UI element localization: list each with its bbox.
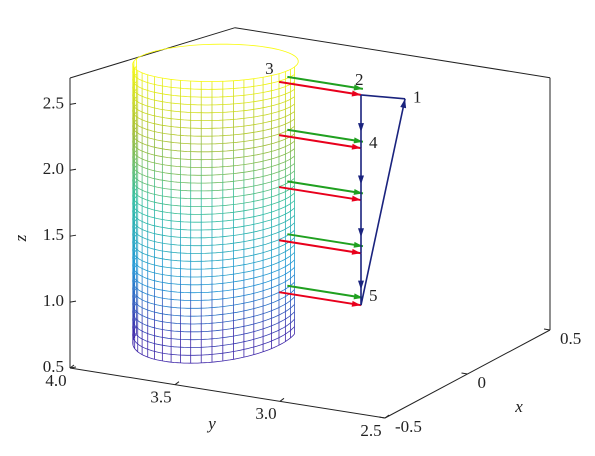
z-tick	[69, 234, 77, 237]
path-arrowhead	[358, 123, 364, 133]
cylinder-ring	[132, 43, 299, 82]
vector-head	[353, 84, 363, 91]
vector	[278, 239, 362, 255]
vector-head	[351, 248, 361, 255]
z-tick	[69, 300, 77, 303]
vector	[278, 186, 362, 202]
z-tick-label: 0.5	[43, 357, 64, 376]
y-tick	[69, 364, 75, 369]
vector	[278, 80, 362, 96]
box-edge	[69, 367, 386, 419]
x-tick-label: 0.5	[560, 329, 581, 348]
z-tick-label: 2.5	[43, 93, 64, 112]
vector	[287, 75, 364, 90]
y-axis-label: y	[206, 414, 216, 433]
y-tick	[279, 397, 285, 402]
path-arrowhead	[358, 280, 364, 290]
vector-head	[351, 90, 361, 97]
z-axis-label: z	[11, 234, 30, 242]
vector	[287, 180, 364, 195]
vector	[287, 284, 364, 299]
y-tick-label: 3.5	[150, 388, 171, 407]
vector	[278, 134, 362, 150]
point-label: 4	[369, 133, 378, 152]
cylinder-ring	[132, 333, 295, 364]
vector-head	[351, 143, 361, 150]
path-arrowhead	[358, 175, 364, 185]
path-segment	[360, 94, 406, 100]
vector	[287, 128, 364, 143]
x-tick	[543, 328, 551, 331]
vector	[278, 291, 362, 307]
y-tick-label: 2.5	[360, 421, 381, 440]
point-label: 2	[355, 70, 364, 89]
x-tick	[461, 372, 468, 375]
z-tick-label: 1.5	[43, 225, 64, 244]
path-arrowhead	[400, 98, 407, 109]
x-tick-label: -0.5	[395, 417, 422, 436]
vector-head	[351, 195, 361, 202]
point-label: 5	[369, 286, 378, 305]
point-label: 1	[413, 88, 422, 107]
vector-head	[351, 300, 361, 307]
y-tick	[384, 414, 390, 419]
path-arrowhead	[358, 228, 364, 238]
x-axis-label: x	[514, 397, 523, 416]
x-tick-label: 0	[478, 373, 487, 392]
point-label: 3	[265, 59, 274, 78]
box-edge	[69, 27, 236, 79]
path-segment	[360, 98, 406, 306]
y-tick-label: 4.0	[45, 371, 66, 390]
cylinder-mesh	[132, 43, 299, 364]
z-tick	[69, 102, 77, 105]
z-tick-label: 2.0	[43, 159, 64, 178]
y-tick-label: 3.0	[255, 404, 276, 423]
vector	[287, 233, 364, 248]
box-edge	[234, 27, 551, 79]
z-tick	[69, 168, 77, 171]
y-tick	[174, 381, 180, 386]
z-tick-label: 1.0	[43, 291, 64, 310]
x-tick	[378, 416, 386, 419]
